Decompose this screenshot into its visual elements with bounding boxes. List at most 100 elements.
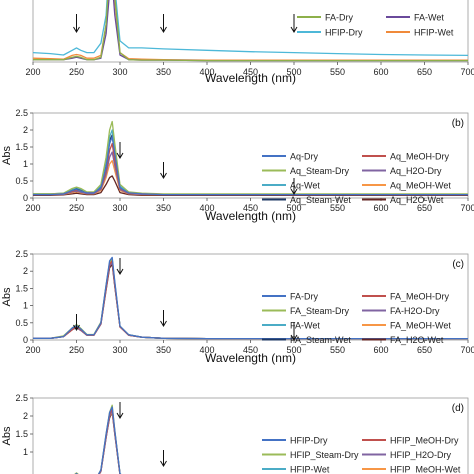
arrow-head (73, 324, 80, 331)
arrow-head (160, 320, 167, 327)
legend-entry: Aq-Wet (290, 181, 320, 191)
legend-entry: HFIP_H2O-Dry (390, 450, 452, 460)
x-tick-label: 450 (243, 203, 258, 213)
series-lines (33, 120, 468, 196)
chart-panel-2: 200 250 300 350 400 450 500 550 600 650 700 0 0.5 1 1.… (1, 108, 474, 223)
x-tick-label: 200 (25, 67, 40, 77)
legend-entry: FA_MeOH-Dry (390, 292, 450, 302)
y-tick-label: 0.5 (15, 318, 28, 328)
x-tick-label: 500 (286, 67, 301, 77)
y-tick-label: 2 (23, 411, 28, 421)
panel-label: (d) (452, 403, 464, 414)
series-lines (33, 0, 468, 62)
y-tick-label: 0.5 (15, 176, 28, 186)
series-line-1 (33, 0, 468, 62)
arrow-head (160, 26, 167, 33)
y-tick-label: 1 (23, 159, 28, 169)
legend-entry: FA-Dry (325, 13, 353, 23)
x-tick-label: 200 (25, 345, 40, 355)
chart-panel-1: 200 250 300 350 400 450 500 550 600 650 700 Wavelen… (25, 0, 474, 85)
legend-entry: HFIP_MeOH-Wet (390, 465, 461, 474)
x-tick-label: 400 (199, 345, 214, 355)
x-tick-label: 250 (69, 203, 84, 213)
legend-entry: HFIP-Wet (414, 28, 454, 38)
series-line-1 (33, 256, 468, 340)
arrow-head (290, 188, 298, 195)
legend-entry: FA-H2O-Dry (390, 306, 440, 316)
panel-label: (b) (452, 118, 464, 129)
x-tick-label: 700 (460, 67, 474, 77)
series-line-1 (75, 406, 122, 474)
legend-entry: Aq-Dry (290, 152, 319, 162)
legend-entry: HFIP-Dry (325, 28, 363, 38)
x-tick-label: 650 (417, 203, 432, 213)
x-tick-label: 300 (112, 67, 127, 77)
legend-entry: FA-Wet (290, 321, 320, 331)
y-tick-label: 0 (23, 335, 28, 345)
panel-label: (c) (452, 259, 464, 270)
y-tick-label: 1.5 (15, 283, 28, 293)
x-tick-label: 300 (112, 203, 127, 213)
legend-entry: Aq_Steam-Dry (290, 166, 350, 176)
x-tick-label: 250 (69, 345, 84, 355)
x-tick-label: 500 (286, 203, 301, 213)
legend-entry: FA_H2O-Wet (390, 335, 444, 345)
legend-entry: HFIP-Wet (290, 465, 330, 474)
x-tick-label: 450 (243, 67, 258, 77)
series-line-3 (33, 120, 468, 195)
y-axis-label: Abs (1, 426, 13, 445)
x-axis-label: Wavelength (nm) (205, 209, 296, 223)
x-tick-label: 250 (69, 67, 84, 77)
y-tick-label: 2.5 (15, 249, 28, 259)
arrow-head (116, 268, 124, 275)
y-tick-label: 2.5 (15, 108, 28, 118)
y-tick-label: 1 (23, 301, 28, 311)
series-line-8 (33, 175, 468, 196)
arrow-head (116, 152, 124, 159)
legend-entry: FA_Steam-Wet (290, 335, 351, 345)
x-tick-label: 200 (25, 203, 40, 213)
chart-panel-3: 200 250 300 350 400 450 500 550 600 650 700 0 0.5 1 1.… (1, 249, 474, 365)
y-tick-label: 2 (23, 125, 28, 135)
arrow-head (160, 172, 167, 179)
y-axis-label: Abs (1, 287, 13, 306)
y-tick-label: 0 (23, 193, 28, 203)
chart-panel-4: 2.5 2 1.5 1 Abs (d) HFIP-Dry HFIP_MeOH-Dry HFIP_… (1, 393, 469, 474)
x-tick-label: 400 (199, 203, 214, 213)
x-tick-label: 550 (330, 67, 345, 77)
legend-entry: HFIP_Steam-Dry (290, 450, 359, 460)
y-tick-label: 1 (23, 447, 28, 457)
x-tick-label: 700 (460, 345, 474, 355)
arrow-head (73, 26, 80, 33)
y-tick-label: 1.5 (15, 429, 28, 439)
legend-entry: Aq_MeOH-Dry (390, 152, 450, 162)
legend-entry: HFIP-Dry (290, 436, 328, 446)
y-tick-label: 2.5 (15, 393, 28, 403)
x-tick-label: 400 (199, 67, 214, 77)
legend-entry: FA_Steam-Dry (290, 306, 350, 316)
x-tick-label: 350 (156, 203, 171, 213)
legend-entry: FA_MeOH-Wet (390, 321, 451, 331)
legend-entry: HFIP_MeOH-Dry (390, 436, 459, 446)
legend-entry: Aq_H2O-Dry (390, 166, 442, 176)
legend-entry: Aq_H2O-Wet (390, 195, 444, 205)
x-tick-label: 350 (156, 67, 171, 77)
arrow-head (290, 26, 298, 33)
x-tick-label: 600 (373, 345, 388, 355)
x-tick-label: 500 (286, 345, 301, 355)
arrow-head (160, 460, 167, 467)
y-axis-label: Abs (1, 146, 13, 165)
x-axis-label: Wavelength (nm) (205, 71, 296, 85)
x-tick-label: 550 (330, 345, 345, 355)
x-tick-label: 300 (112, 345, 127, 355)
arrow-head (290, 334, 298, 341)
x-tick-label: 650 (417, 67, 432, 77)
x-axis-label: Wavelength (nm) (205, 351, 296, 365)
arrow-head (116, 412, 124, 419)
y-tick-label: 1.5 (15, 142, 28, 152)
x-tick-label: 650 (417, 345, 432, 355)
legend-entry: FA-Dry (290, 292, 318, 302)
legend-entry: FA-Wet (414, 13, 444, 23)
plot-frame (32, 397, 469, 474)
